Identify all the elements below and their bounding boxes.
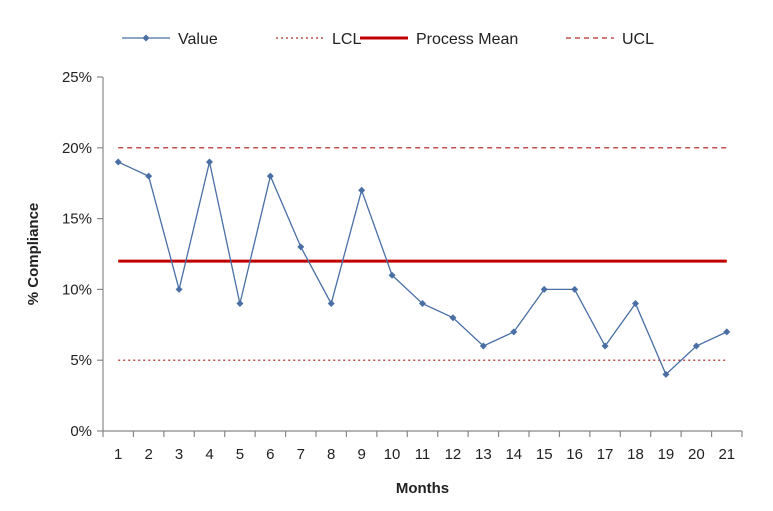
x-tick-label: 4	[205, 446, 213, 463]
y-tick-label: 25%	[62, 69, 92, 86]
data-point	[327, 300, 335, 308]
x-tick-label: 12	[445, 446, 462, 463]
legend-marker	[142, 34, 150, 42]
data-point	[632, 300, 639, 308]
data-point	[510, 328, 518, 336]
x-axis-title: Months	[396, 480, 449, 497]
x-tick-label: 19	[658, 446, 675, 463]
data-point	[662, 370, 670, 378]
x-tick-label: 8	[327, 446, 335, 463]
data-point	[571, 285, 579, 293]
legend-label: LCL	[332, 31, 361, 48]
x-tick-label: 17	[597, 446, 614, 463]
x-tick-label: 13	[475, 446, 492, 463]
x-tick-label: 6	[266, 446, 274, 463]
legend-item-lcl: LCL	[276, 31, 361, 48]
x-tick-label: 9	[357, 446, 365, 463]
data-point	[601, 342, 609, 350]
data-point	[175, 285, 183, 293]
data-point	[145, 172, 153, 180]
legend: Value LCL Process Mean UCL	[122, 31, 654, 48]
legend-label: Value	[178, 31, 218, 48]
data-point	[206, 158, 213, 166]
data-point	[419, 300, 426, 308]
data-point	[114, 158, 122, 166]
legend-item-value: Value	[122, 31, 218, 48]
legend-label: Process Mean	[416, 31, 518, 48]
legend-item-ucl: UCL	[566, 31, 654, 48]
legend-label: UCL	[622, 31, 654, 48]
x-tick-label: 15	[536, 446, 553, 463]
y-tick-label: 15%	[62, 211, 92, 228]
x-tick-label: 14	[505, 446, 522, 463]
y-tick-label: 0%	[70, 423, 92, 440]
y-tick-label: 10%	[62, 281, 92, 298]
x-tick-label: 3	[175, 446, 183, 463]
series-layer	[114, 147, 731, 378]
x-tick-label: 10	[384, 446, 401, 463]
y-tick-label: 5%	[70, 352, 92, 369]
series-line-value	[117, 161, 728, 376]
x-tick-label: 11	[415, 446, 431, 463]
x-tick-label: 18	[627, 446, 644, 463]
data-point	[692, 342, 700, 350]
data-point	[388, 271, 396, 279]
data-point	[236, 300, 244, 308]
y-axis-title: % Compliance	[25, 203, 42, 306]
data-point	[479, 342, 487, 350]
legend-item-process-mean: Process Mean	[360, 31, 518, 48]
data-point	[449, 314, 457, 322]
x-tick-label: 1	[114, 446, 122, 463]
data-point	[266, 172, 274, 180]
data-point	[358, 186, 366, 194]
axes: 0%5%10%15%20%25%1 2 3 4 5 6 7 8 9 10 11 12 13 14 15 16 1…	[62, 69, 743, 463]
x-tick-label: 20	[688, 446, 705, 463]
data-point	[723, 328, 731, 336]
x-tick-label: 21	[718, 446, 735, 463]
x-tick-label: 5	[236, 446, 244, 463]
x-tick-label: 7	[297, 446, 305, 463]
data-point	[540, 285, 548, 293]
y-tick-label: 20%	[62, 140, 92, 157]
data-point	[297, 243, 305, 251]
x-tick-label: 16	[566, 446, 583, 463]
x-tick-label: 2	[144, 446, 152, 463]
